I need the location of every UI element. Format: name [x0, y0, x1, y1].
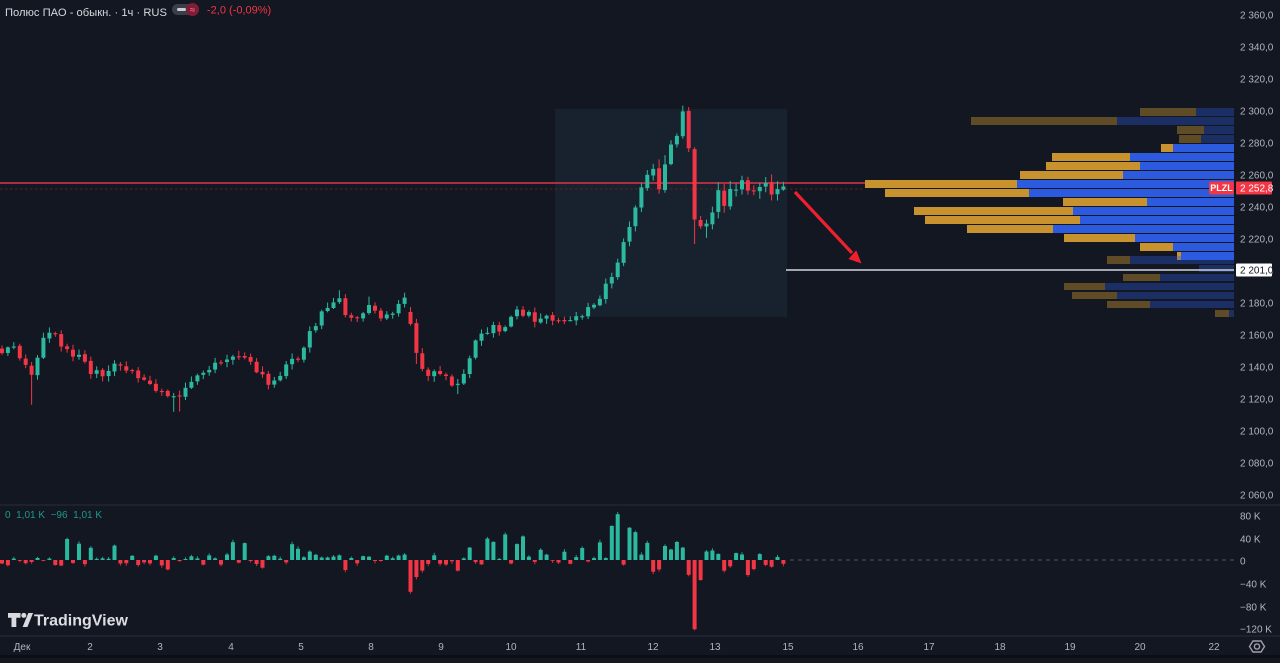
svg-text:2 220,0: 2 220,0 — [1240, 235, 1274, 246]
svg-text:11: 11 — [576, 642, 587, 653]
svg-text:5: 5 — [298, 642, 304, 653]
svg-text:17: 17 — [923, 642, 935, 653]
svg-text:0 1,01 K −96 1,01 K: 0 1,01 K −96 1,01 K — [5, 510, 102, 521]
svg-text:2 201,0: 2 201,0 — [1240, 266, 1274, 277]
svg-text:10: 10 — [505, 642, 517, 653]
svg-text:PLZL: PLZL — [1210, 183, 1233, 193]
svg-text:Дек: Дек — [14, 642, 31, 653]
svg-text:2 360,0: 2 360,0 — [1240, 11, 1274, 22]
svg-text:0: 0 — [1240, 557, 1246, 568]
svg-text:19: 19 — [1064, 642, 1076, 653]
svg-text:2 160,0: 2 160,0 — [1240, 331, 1274, 342]
svg-text:8: 8 — [368, 642, 374, 653]
svg-text:2 300,0: 2 300,0 — [1240, 107, 1274, 118]
svg-text:2 320,0: 2 320,0 — [1240, 75, 1274, 86]
svg-text:2 080,0: 2 080,0 — [1240, 459, 1274, 470]
svg-text:12: 12 — [647, 642, 659, 653]
svg-text:Полюс ПАО - обыкн. · 1ч · RUS: Полюс ПАО - обыкн. · 1ч · RUS — [5, 7, 167, 19]
svg-text:2 280,0: 2 280,0 — [1240, 139, 1274, 150]
svg-text:2 340,0: 2 340,0 — [1240, 43, 1274, 54]
svg-text:2 252,8: 2 252,8 — [1240, 184, 1274, 195]
svg-text:4: 4 — [228, 642, 234, 653]
svg-text:−120 K: −120 K — [1240, 625, 1272, 636]
svg-text:2 100,0: 2 100,0 — [1240, 427, 1274, 438]
svg-text:2 060,0: 2 060,0 — [1240, 491, 1274, 502]
svg-text:9: 9 — [438, 642, 444, 653]
svg-text:2 180,0: 2 180,0 — [1240, 299, 1274, 310]
svg-text:2 240,0: 2 240,0 — [1240, 203, 1274, 214]
svg-text:13: 13 — [709, 642, 721, 653]
svg-text:−40 K: −40 K — [1240, 580, 1267, 591]
svg-text:15: 15 — [782, 642, 794, 653]
svg-text:TradingView: TradingView — [34, 613, 129, 630]
svg-text:22: 22 — [1208, 642, 1220, 653]
svg-text:2 120,0: 2 120,0 — [1240, 395, 1274, 406]
svg-text:2 260,0: 2 260,0 — [1240, 171, 1274, 182]
svg-text:2 140,0: 2 140,0 — [1240, 363, 1274, 374]
svg-text:20: 20 — [1134, 642, 1146, 653]
svg-text:18: 18 — [994, 642, 1006, 653]
svg-text:-2,0 (-0,09%): -2,0 (-0,09%) — [207, 5, 271, 17]
svg-text:16: 16 — [852, 642, 864, 653]
svg-text:−80 K: −80 K — [1240, 603, 1267, 614]
svg-text:3: 3 — [157, 642, 163, 653]
svg-text:80 K: 80 K — [1240, 512, 1261, 523]
svg-text:2: 2 — [87, 642, 93, 653]
svg-text:40 K: 40 K — [1240, 535, 1261, 546]
svg-text:≈: ≈ — [190, 5, 195, 16]
